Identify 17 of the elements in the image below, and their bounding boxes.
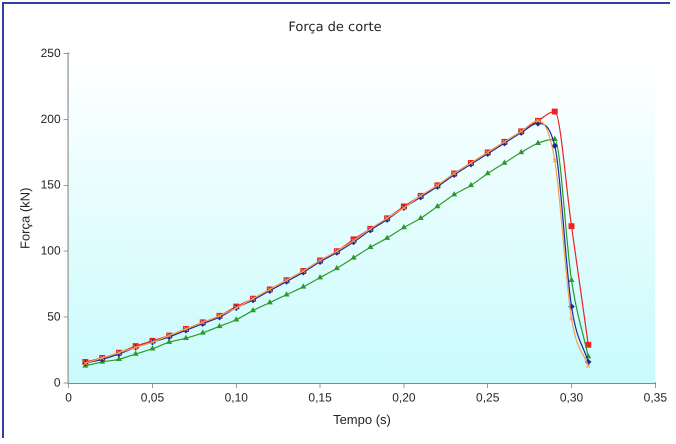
y-axis-title: Força (kN)	[17, 188, 32, 249]
x-tick-label: 0,20	[392, 390, 416, 405]
x-tick-label: 0,05	[140, 390, 164, 405]
y-tick-label: 0	[54, 375, 61, 390]
x-tick-label: 0,35	[644, 390, 668, 405]
x-tick-label: 0,15	[308, 390, 332, 405]
y-tick-label: 50	[47, 309, 61, 324]
y-tick-label: 100	[40, 244, 61, 258]
x-tick-label: 0	[65, 390, 72, 405]
chart-title: Força de corte	[288, 20, 382, 36]
y-tick-label: 250	[40, 46, 61, 60]
y-tick-label: 150	[40, 178, 61, 192]
y-tick-label: 200	[40, 112, 61, 126]
x-tick-label: 0,30	[560, 390, 584, 405]
x-axis-title: Tempo (s)	[333, 412, 391, 427]
x-tick-label: 0,10	[224, 390, 248, 405]
x-tick-label: 0,25	[476, 390, 500, 405]
